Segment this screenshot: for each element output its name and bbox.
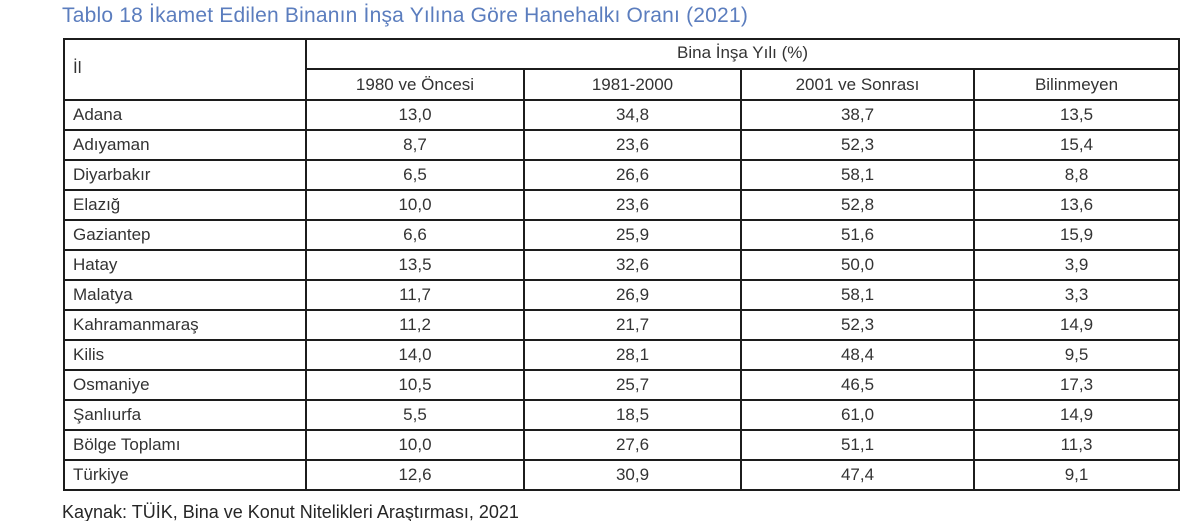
table-caption: Tablo 18 İkamet Edilen Binanın İnşa Yılı… xyxy=(62,4,749,27)
value-cell: 6,5 xyxy=(305,159,525,191)
table-row: Elazığ 10,0 23,6 52,8 13,6 xyxy=(63,189,1181,221)
value-cell: 13,5 xyxy=(972,99,1181,131)
source-note: Kaynak: TÜİK, Bina ve Konut Nitelikleri … xyxy=(62,502,519,521)
value-cell: 9,5 xyxy=(972,339,1181,371)
value-cell: 14,0 xyxy=(305,339,525,371)
province-cell: Diyarbakır xyxy=(63,159,307,191)
column-header-2001-and-after: 2001 ve Sonrası xyxy=(740,68,975,101)
table-row: Hatay 13,5 32,6 50,0 3,9 xyxy=(63,249,1181,281)
table-row: Türkiye 12,6 30,9 47,4 9,1 xyxy=(63,459,1181,491)
value-cell: 9,1 xyxy=(972,459,1181,491)
table-row: Adana 13,0 34,8 38,7 13,5 xyxy=(63,99,1181,131)
table-row: Osmaniye 10,5 25,7 46,5 17,3 xyxy=(63,369,1181,401)
group-header-construction-year: Bina İnşa Yılı (%) xyxy=(304,38,1181,70)
value-cell: 25,7 xyxy=(523,369,742,401)
column-header-unknown: Bilinmeyen xyxy=(972,68,1181,101)
column-header-1980-and-before: 1980 ve Öncesi xyxy=(305,68,525,101)
value-cell: 13,6 xyxy=(972,189,1181,221)
value-cell: 10,0 xyxy=(305,429,525,461)
value-cell: 3,3 xyxy=(972,279,1181,311)
table-row: Kilis 14,0 28,1 48,4 9,5 xyxy=(63,339,1181,371)
value-cell: 47,4 xyxy=(740,459,975,491)
table-row: Bölge Toplamı 10,0 27,6 51,1 11,3 xyxy=(63,429,1181,461)
province-cell: Adıyaman xyxy=(63,129,307,161)
group-header-row: İl Bina İnşa Yılı (%) xyxy=(63,38,1181,101)
value-cell: 12,6 xyxy=(305,459,525,491)
value-cell: 34,8 xyxy=(523,99,742,131)
value-cell: 50,0 xyxy=(740,249,975,281)
value-cell: 11,7 xyxy=(305,279,525,311)
province-cell: Türkiye xyxy=(63,459,307,491)
column-header-1981-2000: 1981-2000 xyxy=(523,68,742,101)
value-cell: 26,6 xyxy=(523,159,742,191)
value-cell: 11,3 xyxy=(972,429,1181,461)
households-by-construction-year-table: İl Bina İnşa Yılı (%) 1980 ve Öncesi 198… xyxy=(63,38,1181,491)
value-cell: 32,6 xyxy=(523,249,742,281)
value-cell: 25,9 xyxy=(523,219,742,251)
value-cell: 27,6 xyxy=(523,429,742,461)
table-row: Adıyaman 8,7 23,6 52,3 15,4 xyxy=(63,129,1181,161)
value-cell: 28,1 xyxy=(523,339,742,371)
table-row: Kahramanmaraş 11,2 21,7 52,3 14,9 xyxy=(63,309,1181,341)
table-row: Malatya 11,7 26,9 58,1 3,3 xyxy=(63,279,1181,311)
value-cell: 8,7 xyxy=(305,129,525,161)
value-cell: 52,8 xyxy=(740,189,975,221)
table-row: Şanlıurfa 5,5 18,5 61,0 14,9 xyxy=(63,399,1181,431)
value-cell: 46,5 xyxy=(740,369,975,401)
value-cell: 8,8 xyxy=(972,159,1181,191)
value-cell: 58,1 xyxy=(740,159,975,191)
value-cell: 10,5 xyxy=(305,369,525,401)
table-body: Adana 13,0 34,8 38,7 13,5 Adıyaman 8,7 23,6 52,3… xyxy=(63,99,1181,491)
value-cell: 23,6 xyxy=(523,189,742,221)
value-cell: 51,6 xyxy=(740,219,975,251)
value-cell: 26,9 xyxy=(523,279,742,311)
province-cell: Gaziantep xyxy=(63,219,307,251)
province-cell: Kilis xyxy=(63,339,307,371)
value-cell: 5,5 xyxy=(305,399,525,431)
value-cell: 17,3 xyxy=(972,369,1181,401)
value-cell: 38,7 xyxy=(740,99,975,131)
value-cell: 61,0 xyxy=(740,399,975,431)
value-cell: 23,6 xyxy=(523,129,742,161)
column-header-row: 1980 ve Öncesi 1981-2000 2001 ve Sonrası… xyxy=(64,68,1181,101)
value-cell: 15,4 xyxy=(972,129,1181,161)
province-cell: Elazığ xyxy=(63,189,307,221)
value-cell: 14,9 xyxy=(972,399,1181,431)
province-cell: Şanlıurfa xyxy=(63,399,307,431)
value-cell: 6,6 xyxy=(305,219,525,251)
column-header-province: İl xyxy=(63,38,307,101)
province-cell: Osmaniye xyxy=(63,369,307,401)
province-cell: Adana xyxy=(63,99,307,131)
value-cell: 51,1 xyxy=(740,429,975,461)
province-cell: Kahramanmaraş xyxy=(63,309,307,341)
value-cell: 13,5 xyxy=(305,249,525,281)
value-cell: 52,3 xyxy=(740,129,975,161)
value-cell: 10,0 xyxy=(305,189,525,221)
value-cell: 48,4 xyxy=(740,339,975,371)
value-cell: 21,7 xyxy=(523,309,742,341)
value-cell: 18,5 xyxy=(523,399,742,431)
value-cell: 58,1 xyxy=(740,279,975,311)
value-cell: 14,9 xyxy=(972,309,1181,341)
province-cell: Bölge Toplamı xyxy=(63,429,307,461)
value-cell: 11,2 xyxy=(305,309,525,341)
province-cell: Malatya xyxy=(63,279,307,311)
table-header: İl Bina İnşa Yılı (%) 1980 ve Öncesi 198… xyxy=(63,38,1181,101)
value-cell: 30,9 xyxy=(523,459,742,491)
value-cell: 52,3 xyxy=(740,309,975,341)
table-row: Diyarbakır 6,5 26,6 58,1 8,8 xyxy=(63,159,1181,191)
province-cell: Hatay xyxy=(63,249,307,281)
table-row: Gaziantep 6,6 25,9 51,6 15,9 xyxy=(63,219,1181,251)
value-cell: 3,9 xyxy=(972,249,1181,281)
value-cell: 15,9 xyxy=(972,219,1181,251)
value-cell: 13,0 xyxy=(305,99,525,131)
